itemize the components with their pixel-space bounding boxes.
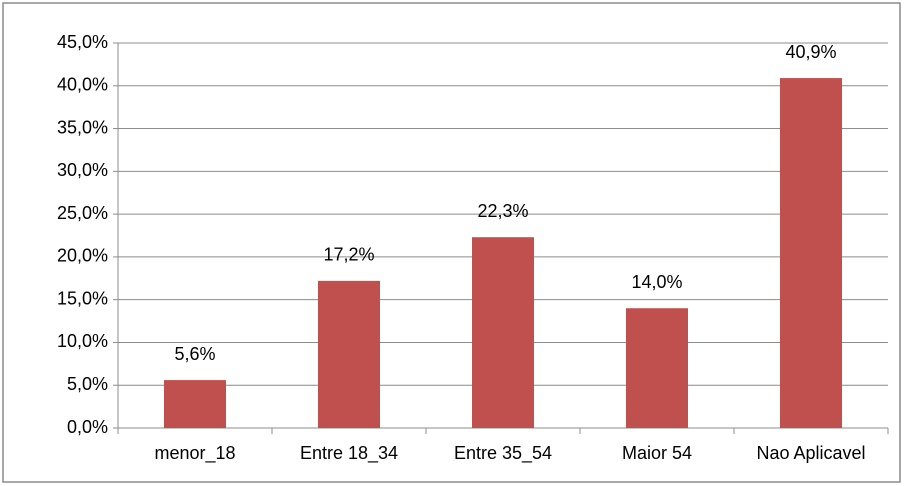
data-label: 14,0% <box>631 272 682 292</box>
data-label: 5,6% <box>174 344 215 364</box>
data-label: 40,9% <box>785 42 836 62</box>
bar <box>780 78 842 429</box>
x-tick-label: Maior 54 <box>622 443 692 463</box>
bar <box>626 308 688 428</box>
y-tick-label: 10,0% <box>57 331 108 351</box>
data-label: 22,3% <box>477 201 528 221</box>
y-tick-label: 25,0% <box>57 203 108 223</box>
x-tick-label: Entre 18_34 <box>300 443 398 464</box>
y-tick-label: 30,0% <box>57 160 108 180</box>
data-label: 17,2% <box>323 245 374 265</box>
x-tick-label: Entre 35_54 <box>454 443 552 464</box>
y-tick-label: 45,0% <box>57 32 108 52</box>
bar <box>318 280 380 428</box>
y-tick-label: 0,0% <box>67 417 108 437</box>
y-tick-label: 40,0% <box>57 75 108 95</box>
bar <box>472 237 534 428</box>
y-tick-label: 35,0% <box>57 117 108 137</box>
x-tick-label: menor_18 <box>154 443 235 464</box>
bar <box>164 380 226 428</box>
y-tick-label: 15,0% <box>57 288 108 308</box>
y-tick-label: 20,0% <box>57 246 108 266</box>
y-tick-label: 5,0% <box>67 374 108 394</box>
x-tick-label: Nao Aplicavel <box>756 443 865 463</box>
